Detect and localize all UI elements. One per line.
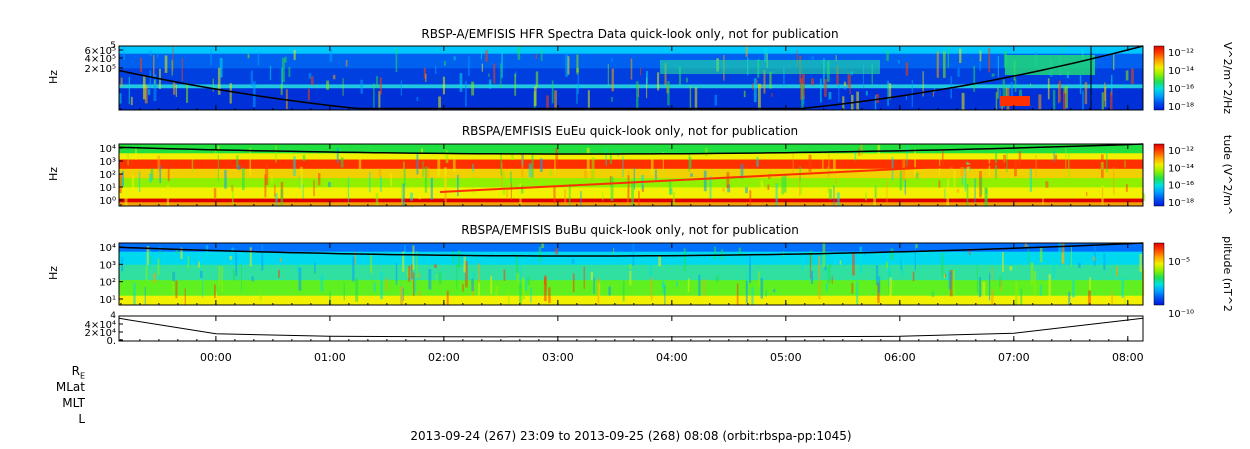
distance-line [118,317,1144,338]
time-tick-label: 06:00 [884,351,916,364]
panel3-ytick-label: 10² [99,278,116,289]
ephem-label-re: RE [71,364,85,381]
time-tick-label: 05:00 [770,351,802,364]
panel2-ytick-label: 10⁰ [99,196,116,207]
panel1-colorbar-label: V^2/m^2/Hz [1221,42,1234,114]
panel1-title: RBSP-A/EMFISIS HFR Spectra Data quick-lo… [421,27,839,41]
panel3-title: RBSPA/EMFISIS BuBu quick-look only, not … [461,223,799,237]
panel1-colorbar [1153,45,1165,111]
time-tick-label: 07:00 [998,351,1030,364]
panel2-colorbar-label: tude (V^2/m^ [1221,135,1234,215]
panel2-ytick-label: 10⁴ [99,144,116,155]
panel3-ytick-label: 10⁴ [99,243,116,254]
panel3-colorbar-tick: 10⁻⁵ [1168,257,1190,268]
panel1-ytick-label: 2×10⁵ [85,64,116,75]
panel2-ytick-label: 10¹ [99,183,116,194]
bubu-cutoff-line [118,242,1144,257]
ephem-label-l: L [78,412,85,426]
panel4-ytick-label: 2×10⁴ [85,328,116,339]
panel2-colorbar [1153,143,1165,207]
panel3-colorbar [1153,242,1165,306]
time-tick-label: 03:00 [542,351,574,364]
panel3-ylabel: Hz [47,266,60,280]
panel3-ytick-label: 10³ [99,260,116,271]
panel2-ytick-label: 10² [99,170,116,181]
panel1-frame [118,45,1144,111]
time-tick-label: 01:00 [314,351,346,364]
panel4-ytop-label: 4 [110,311,116,321]
time-tick-label: 04:00 [656,351,688,364]
panel2-colorbar-tick: 10⁻¹² [1168,146,1194,157]
panel3-colorbar-tick: 10⁻¹⁰ [1168,309,1194,320]
ephem-label-mlat: MLat [55,380,85,394]
eueu-cutoff-line [118,143,1144,155]
time-range-footer: 2013-09-24 (267) 23:09 to 2013-09-25 (26… [410,429,852,443]
panel1-ytop-label: 5 [110,41,116,51]
panel2-title: RBSPA/EMFISIS EuEu quick-look only, not … [461,124,799,138]
panel1-colorbar-tick: 10⁻¹⁶ [1168,84,1194,95]
panel4-ytick-label: 4×10⁴ [85,320,116,331]
time-tick-label: 08:00 [1112,351,1144,364]
panel4-frame [118,315,1144,342]
panel1-ylabel: Hz [47,70,60,84]
time-tick-label: 02:00 [428,351,460,364]
bubu-spectrogram [119,243,1145,306]
panel3-colorbar-label: plitude (nT^2 [1221,236,1234,312]
hfr-spectrogram [119,46,1143,111]
hfr-cutoff-line [118,45,1144,110]
panel2-ylabel: Hz [47,167,60,181]
panel1-colorbar-tick: 10⁻¹⁴ [1168,66,1194,77]
panel2-frame [118,143,1144,207]
panel2-colorbar-tick: 10⁻¹⁴ [1168,163,1194,174]
panel1-ytick-label: 4×10⁵ [85,54,116,65]
panel2-ytick-label: 10³ [99,157,116,168]
panel3-frame [118,242,1144,306]
panel4-ytick-label: 0. [106,336,116,347]
eueu-spectrogram [119,144,1146,207]
panel3-ytick-label: 10¹ [99,295,116,306]
panel2-colorbar-tick: 10⁻¹⁸ [1168,198,1194,209]
panel1-ytick-label: 6×10⁵ [85,46,116,57]
panel2-colorbar-tick: 10⁻¹⁶ [1168,181,1194,192]
panel1-colorbar-tick: 10⁻¹⁸ [1168,102,1194,113]
ephem-label-mlt: MLT [62,396,85,410]
time-tick-label: 00:00 [200,351,232,364]
panel1-colorbar-tick: 10⁻¹² [1168,48,1194,59]
